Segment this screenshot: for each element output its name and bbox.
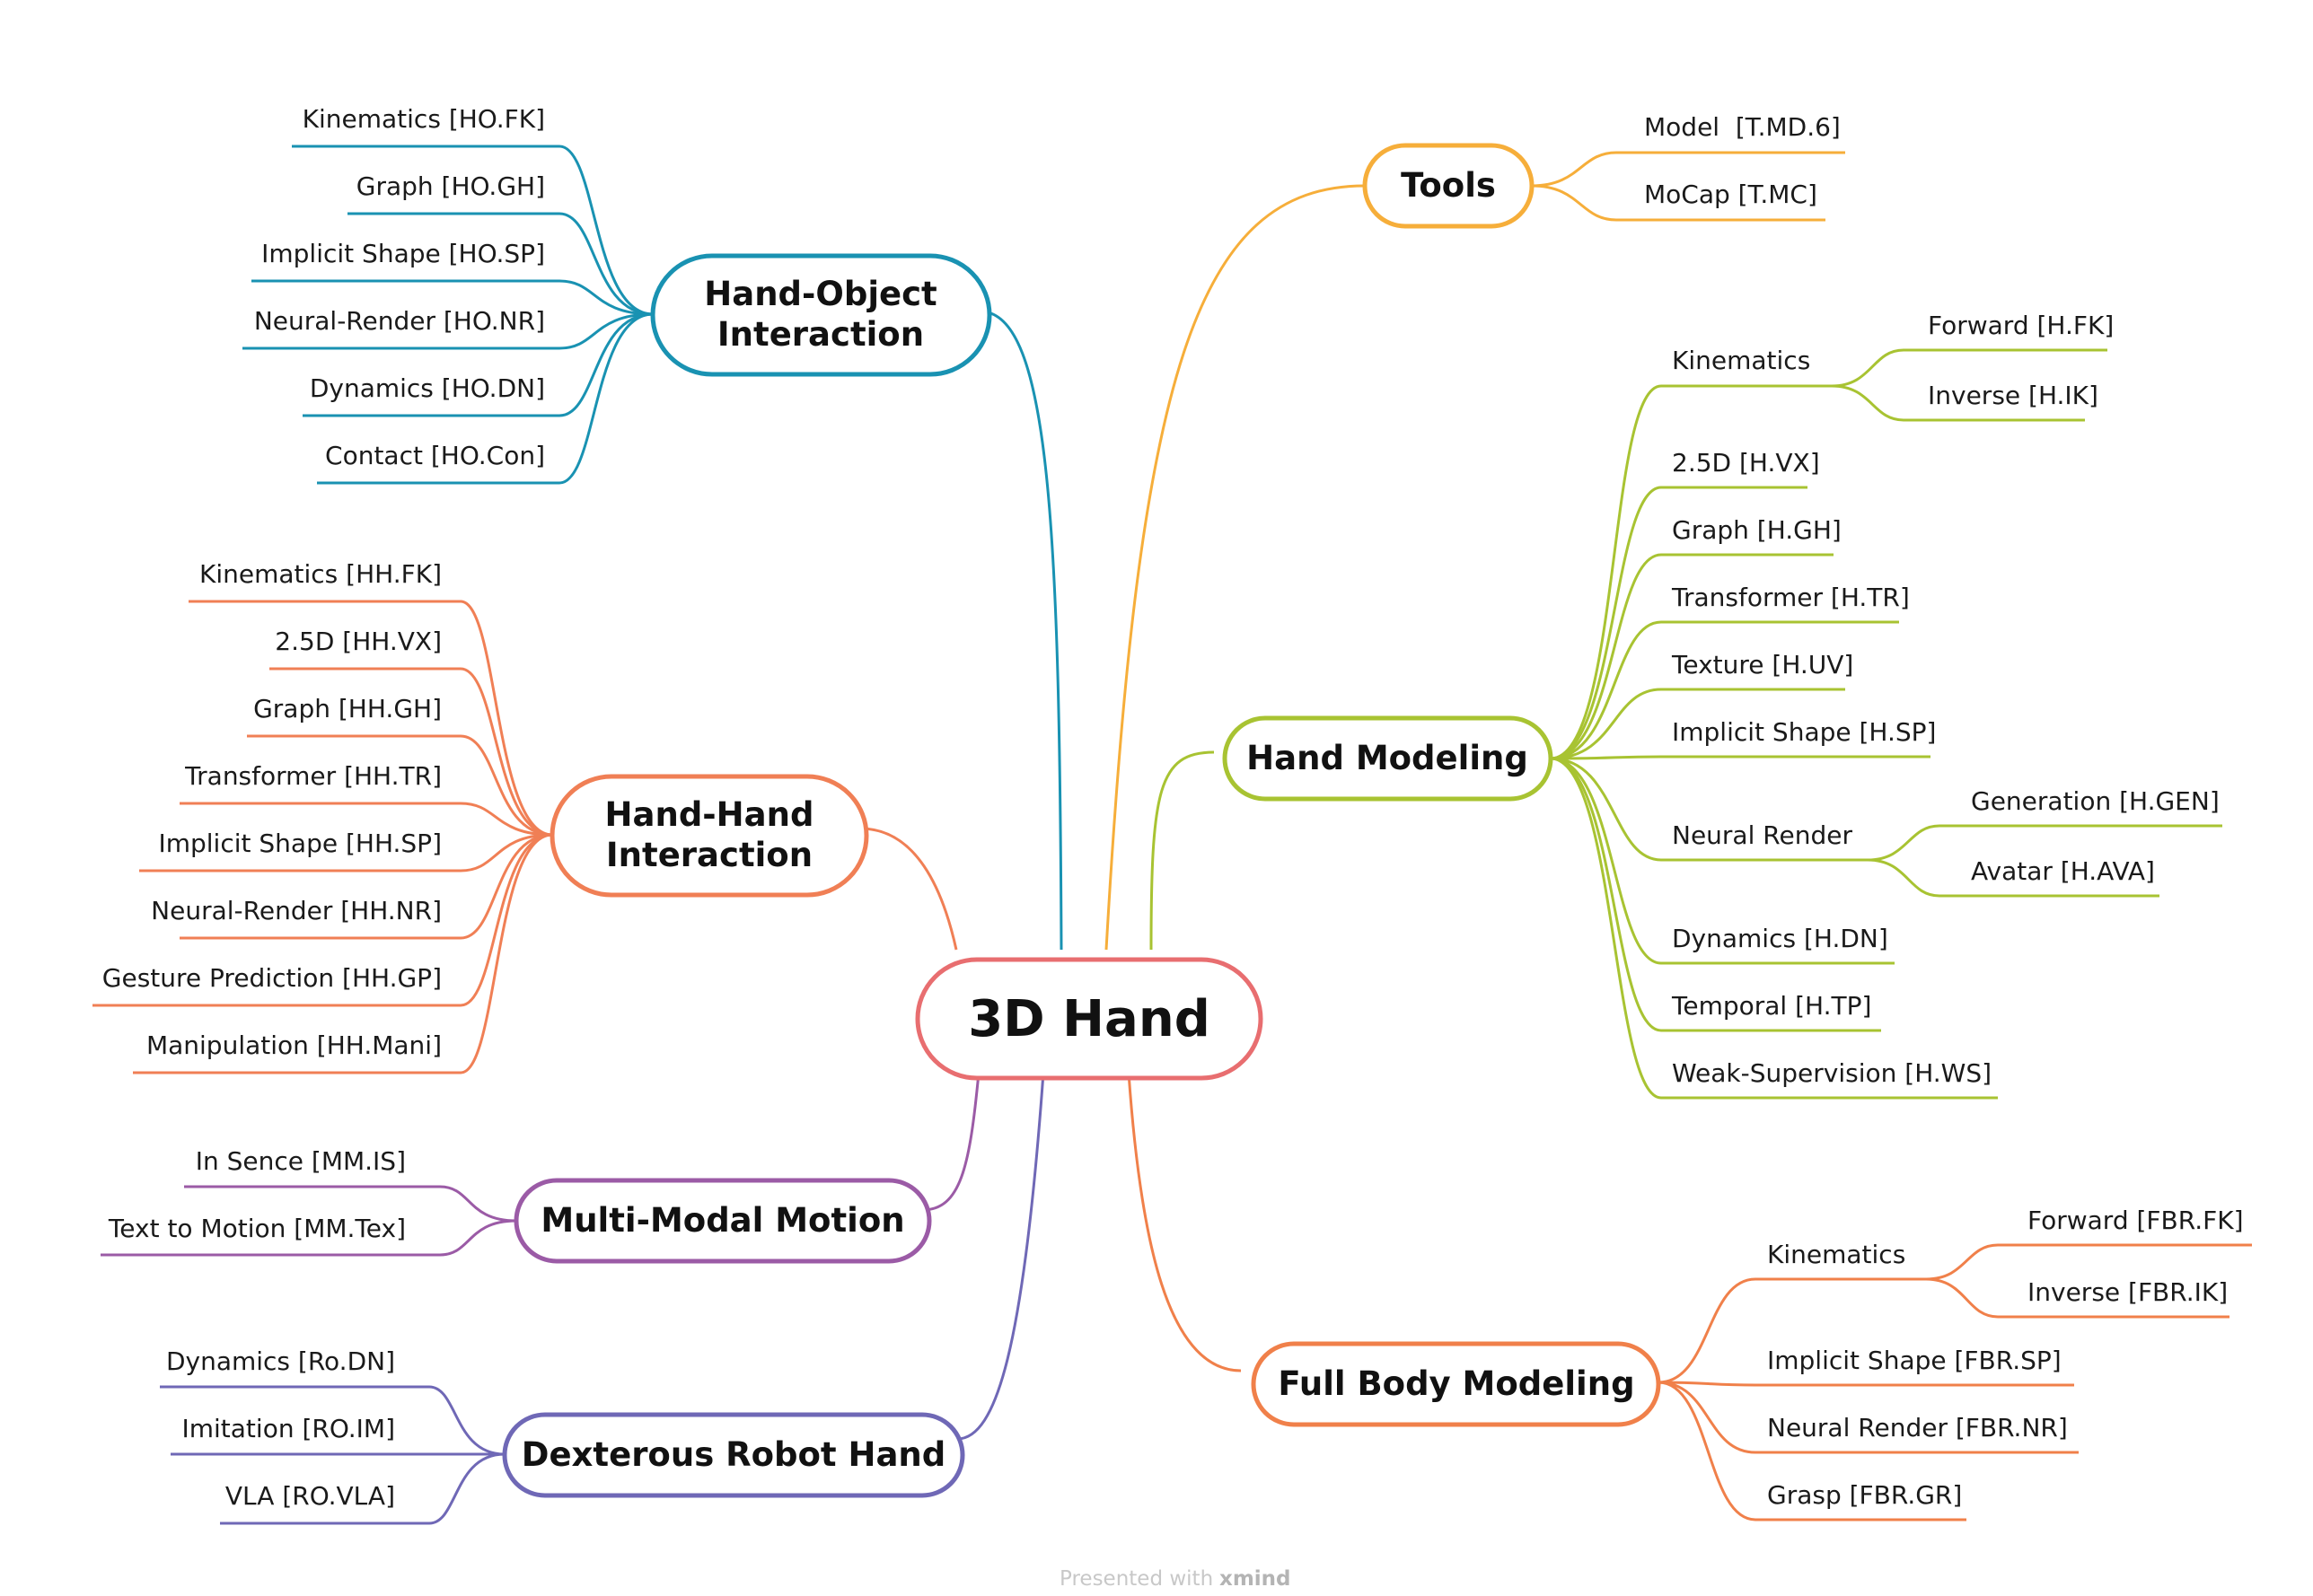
multi-modal-label: Multi-Modal Motion [541, 1201, 904, 1240]
hand-hand-label-line2: Interaction [606, 836, 813, 874]
robot-node[interactable] [502, 1412, 965, 1498]
ho-item-dynamics: Dynamics [HO.DN] [310, 373, 545, 403]
hand-hand-node[interactable] [550, 774, 869, 898]
branch-hand-hand: Hand-Hand Interaction Kinematics [HH.FK]… [92, 559, 869, 1074]
ho-item-contact: Contact [HO.Con] [325, 441, 545, 470]
hm-avatar: Avatar [H.AVA] [1971, 856, 2155, 886]
multi-modal-node[interactable] [514, 1178, 932, 1264]
hm-item-25d: 2.5D [H.VX] [1672, 448, 1820, 478]
full-body-label: Full Body Modeling [1278, 1364, 1634, 1403]
hand-object-label-line2: Interaction [717, 315, 924, 354]
tools-item-model: Model [T.MD.6] [1644, 112, 1841, 142]
hh-item-gesture-prediction: Gesture Prediction [HH.GP] [102, 963, 442, 993]
fb-forward: Forward [FBR.FK] [2027, 1206, 2244, 1235]
fb-item-neural-render: Neural Render [FBR.NR] [1767, 1413, 2068, 1443]
ho-item-kinematics: Kinematics [HO.FK] [303, 104, 545, 134]
center-topic: 3D Hand [915, 957, 1263, 1081]
hand-hand-label-line1: Hand-Hand [605, 795, 814, 834]
fb-inverse: Inverse [FBR.IK] [2027, 1277, 2228, 1307]
fb-kinematics: Kinematics [1767, 1240, 1905, 1269]
hm-item-implicit-shape: Implicit Shape [H.SP] [1672, 717, 1936, 747]
branch-full-body: Full Body Modeling Kinematics Forward [F… [1251, 1206, 2252, 1521]
tools-node[interactable] [1362, 143, 1535, 229]
hh-item-graph: Graph [HH.GH] [253, 694, 442, 723]
hh-item-kinematics: Kinematics [HH.FK] [199, 559, 442, 589]
ho-item-neural-render: Neural-Render [HO.NR] [254, 306, 545, 336]
full-body-node[interactable] [1251, 1341, 1661, 1427]
hm-item-graph: Graph [H.GH] [1672, 515, 1842, 545]
ro-item-vla: VLA [RO.VLA] [225, 1481, 395, 1511]
hm-item-dynamics: Dynamics [H.DN] [1672, 924, 1888, 953]
hand-object-label-line1: Hand-Object [704, 275, 937, 313]
ho-item-implicit-shape: Implicit Shape [HO.SP] [261, 239, 545, 268]
hh-item-transformer: Transformer [HH.TR] [184, 761, 442, 791]
hh-item-implicit-shape: Implicit Shape [HH.SP] [158, 829, 442, 858]
hm-generation: Generation [H.GEN] [1971, 786, 2220, 816]
hm-kinematics: Kinematics [1672, 346, 1810, 375]
ho-item-graph: Graph [HO.GH] [356, 171, 545, 201]
branch-robot: Dexterous Robot Hand Dynamics [Ro.DN] Im… [160, 1346, 965, 1525]
branch-tools: Tools Model [T.MD.6] MoCap [T.MC] [1362, 112, 1845, 229]
hh-item-neural-render: Neural-Render [HH.NR] [151, 896, 442, 925]
hand-modeling-node[interactable] [1222, 715, 1553, 802]
hm-forward: Forward [H.FK] [1928, 311, 2114, 340]
mm-item-in-sence: In Sence [MM.IS] [196, 1146, 406, 1176]
mm-item-text-to-motion: Text to Motion [MM.Tex] [108, 1214, 406, 1243]
center-label: 3D Hand [968, 990, 1210, 1048]
ro-item-dynamics: Dynamics [Ro.DN] [166, 1346, 395, 1376]
footer-brand: xmind [1219, 1567, 1291, 1591]
center-connectors [859, 184, 1366, 1441]
hm-inverse: Inverse [H.IK] [1928, 381, 2098, 410]
footer: Presented with xmind [1060, 1567, 1291, 1591]
hand-modeling-label: Hand Modeling [1246, 739, 1528, 777]
tools-item-mocap: MoCap [T.MC] [1644, 180, 1817, 209]
branch-hand-object: Hand-Object Interaction Kinematics [HO.F… [242, 104, 992, 485]
branch-multi-modal: Multi-Modal Motion In Sence [MM.IS] Text… [101, 1146, 932, 1264]
branch-hand-modeling: Hand Modeling Kinematics Forward [H.FK] … [1222, 311, 2222, 1100]
hand-object-node[interactable] [650, 253, 992, 377]
hm-neural-render: Neural Render [1672, 820, 1852, 850]
hm-item-transformer: Transformer [H.TR] [1671, 583, 1910, 612]
ro-item-imitation: Imitation [RO.IM] [181, 1414, 395, 1443]
tools-label: Tools [1401, 166, 1496, 205]
center-node[interactable] [915, 957, 1263, 1081]
fb-item-grasp: Grasp [FBR.GR] [1767, 1480, 1962, 1510]
fb-item-implicit-shape: Implicit Shape [FBR.SP] [1767, 1346, 2062, 1375]
hm-item-temporal: Temporal [H.TP] [1671, 991, 1871, 1021]
hh-item-manipulation: Manipulation [HH.Mani] [146, 1030, 442, 1060]
hm-item-weak-supervision: Weak-Supervision [H.WS] [1672, 1058, 1992, 1088]
hm-item-texture: Texture [H.UV] [1671, 650, 1853, 680]
footer-prefix: Presented with [1060, 1567, 1213, 1591]
robot-label: Dexterous Robot Hand [522, 1435, 946, 1474]
hh-item-25d: 2.5D [HH.VX] [275, 627, 442, 656]
